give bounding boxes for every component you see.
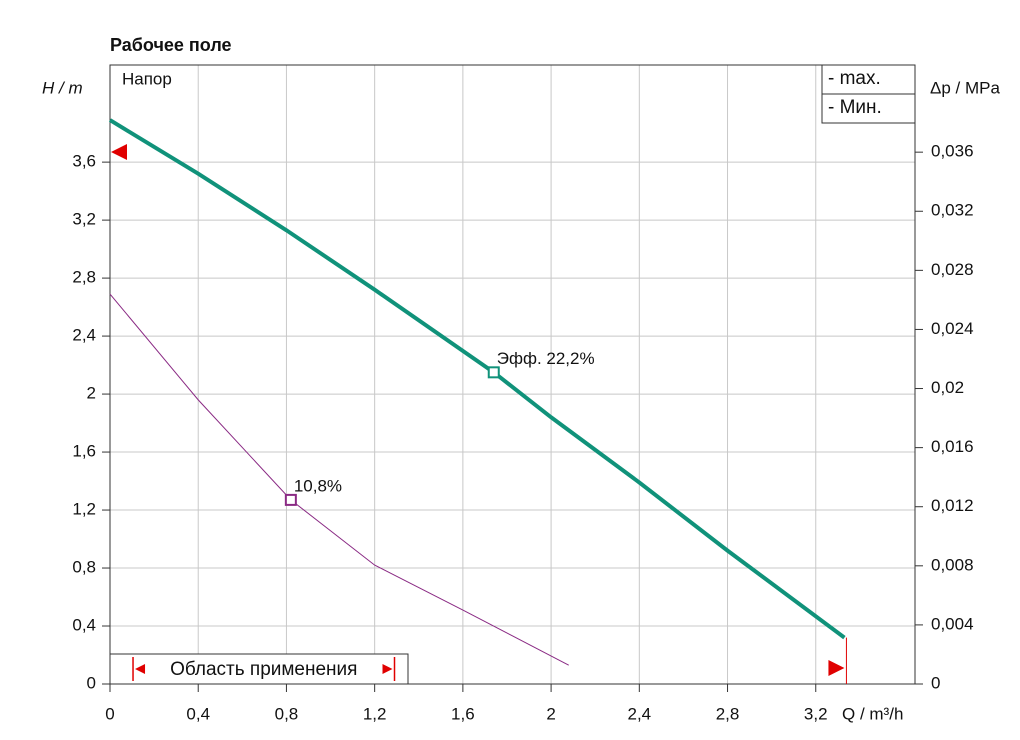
y2-tick-label: 0,032	[931, 201, 974, 220]
annotation: Эфф. 22,2%	[497, 349, 595, 368]
y2-tick-label: 0,004	[931, 614, 974, 633]
x-tick-label: 0,4	[186, 704, 210, 723]
inner-label: Напор	[122, 69, 172, 88]
x-tick-label: 2	[546, 704, 555, 723]
y-tick-label: 0	[87, 673, 96, 692]
y-tick-label: 0,8	[72, 558, 96, 577]
efficiency-point	[487, 366, 500, 379]
legend-entry: - max.	[828, 68, 881, 89]
x-tick-label: 2,8	[716, 704, 740, 723]
series-line	[108, 118, 846, 640]
y2-tick-label: 0,02	[931, 378, 964, 397]
y2-tick-label: 0,012	[931, 496, 974, 515]
y2-tick-label: 0	[931, 673, 940, 692]
chart-title: Рабочее поле	[110, 35, 232, 55]
y2-axis-label: Δp / MPa	[930, 78, 1000, 97]
y-axis-label: H / m	[42, 78, 83, 97]
y-tick-label: 0,4	[72, 615, 96, 634]
y2-tick-label: 0,008	[931, 555, 974, 574]
x-tick-label: 1,6	[451, 704, 475, 723]
x-tick-label: 1,2	[363, 704, 387, 723]
range-arrow	[135, 664, 146, 674]
y2-tick-label: 0,028	[931, 260, 974, 279]
y2-tick-label: 0,016	[931, 437, 974, 456]
range-label: Область применения	[170, 659, 357, 680]
y-tick-label: 2	[87, 384, 96, 403]
legend-box	[821, 93, 916, 124]
y-tick-label: 1,6	[72, 442, 96, 461]
x-tick-label: 2,4	[627, 704, 651, 723]
x-tick-label: 3,2	[804, 704, 828, 723]
y-tick-label: 1,2	[72, 500, 96, 519]
axis-marker	[111, 143, 127, 160]
legend-entry: - Мин.	[828, 97, 882, 118]
plot-frame	[109, 64, 916, 685]
y-tick-label: 2,8	[72, 268, 96, 287]
x-axis-label: Q / m³/h	[842, 704, 903, 723]
series-line	[109, 293, 569, 666]
range-box	[109, 653, 409, 685]
efficiency-point	[284, 493, 297, 506]
x-tick-label: 0	[105, 704, 114, 723]
axis-marker	[828, 660, 845, 676]
x-tick-label: 0,8	[275, 704, 299, 723]
range-arrow	[382, 664, 393, 674]
y-tick-label: 3,2	[72, 210, 96, 229]
y-tick-label: 3,6	[72, 152, 96, 171]
annotation: 10,8%	[294, 476, 342, 495]
y2-tick-label: 0,024	[931, 319, 974, 338]
y-tick-label: 2,4	[72, 326, 96, 345]
y2-tick-label: 0,036	[931, 142, 974, 161]
